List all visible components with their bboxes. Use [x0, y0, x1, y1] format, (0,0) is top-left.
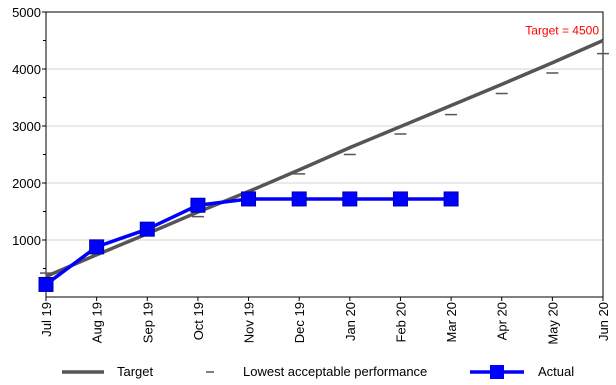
legend: Target Lowest acceptable performance Actua… — [62, 364, 574, 379]
x-tick-label: Jan 20 — [343, 302, 358, 341]
actual-marker — [190, 197, 206, 213]
legend-actual-marker — [490, 365, 504, 379]
x-tick-label: Apr 20 — [495, 302, 510, 340]
series-target — [45, 38, 604, 279]
y-tick-label: 2000 — [12, 176, 41, 191]
x-tick-label: Mar 20 — [444, 302, 459, 342]
axes: 1000 2000 3000 4000 5000 Jul 19 Aug 19 Sep 19 Oc… — [12, 5, 611, 345]
y-tick-label: 4000 — [12, 62, 41, 77]
series-actual — [38, 191, 459, 292]
x-tick-label: Feb 20 — [393, 302, 408, 342]
x-tick-label: Oct 19 — [191, 302, 206, 340]
annotations: Target = 4500 — [525, 24, 599, 38]
x-tick-label: Jul 19 — [39, 302, 54, 337]
x-tick-label: Jun 20 — [596, 302, 611, 341]
actual-marker — [89, 239, 105, 255]
y-tick-label: 5000 — [12, 5, 41, 20]
x-tick-label: Aug 19 — [90, 302, 105, 343]
x-tick-label: Dec 19 — [292, 302, 307, 343]
actual-marker — [241, 191, 257, 207]
legend-lowest-label: Lowest acceptable performance — [243, 364, 427, 379]
actual-marker — [38, 276, 54, 292]
actual-marker — [139, 221, 155, 237]
actual-marker — [443, 191, 459, 207]
y-tick-label: 3000 — [12, 119, 41, 134]
x-tick-label: May 20 — [545, 302, 560, 345]
legend-target-label: Target — [117, 364, 154, 379]
y-tick-label: 1000 — [12, 233, 41, 248]
actual-marker — [392, 191, 408, 207]
actual-line — [44, 197, 452, 286]
actual-marker — [291, 191, 307, 207]
target-line — [45, 38, 604, 279]
x-tick-label: Sep 19 — [140, 302, 155, 343]
plot-frame — [45, 11, 604, 298]
actual-marker — [342, 191, 358, 207]
x-tick-label: Nov 19 — [242, 302, 257, 343]
target-annotation: Target = 4500 — [525, 24, 599, 38]
legend-actual-label: Actual — [538, 364, 574, 379]
gridlines — [46, 11, 603, 241]
